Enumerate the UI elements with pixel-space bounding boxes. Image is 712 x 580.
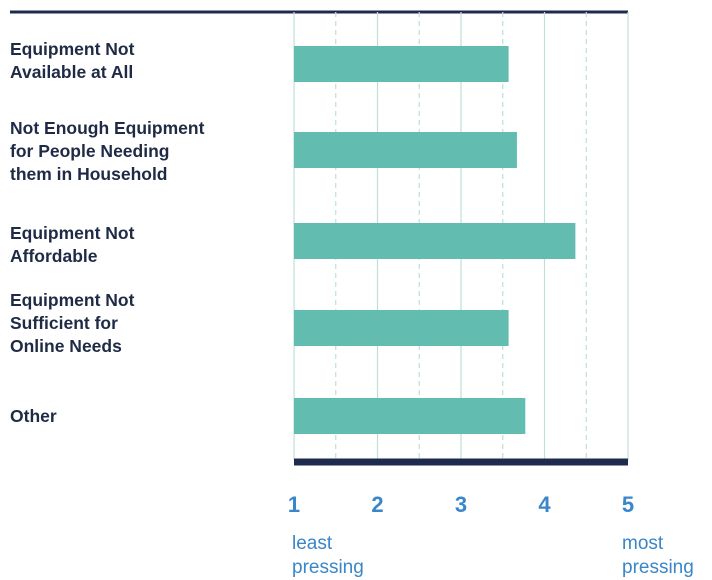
category-label: Equipment Not Sufficient for Online Needs <box>10 289 280 358</box>
tick-label-5: 5 <box>622 492 634 517</box>
category-label-line: Not Enough Equipment <box>10 118 205 138</box>
bar-1 <box>294 46 509 82</box>
category-label-line: Sufficient for <box>10 313 118 333</box>
high-end-label: most pressing <box>622 533 694 578</box>
category-label-line: Equipment Not <box>10 223 135 243</box>
category-label-line: Other <box>10 406 57 426</box>
bar-2 <box>294 132 517 168</box>
tick-label-4: 4 <box>538 492 551 517</box>
category-label: Other <box>10 405 280 428</box>
tick-label-1: 1 <box>288 492 300 517</box>
category-label: Not Enough Equipment for People Needing th… <box>10 117 280 186</box>
bar-3 <box>294 223 576 259</box>
category-label-line: for People Needing <box>10 141 170 161</box>
category-label-line: them in Household <box>10 164 168 184</box>
category-label-line: Affordable <box>10 246 98 266</box>
category-label: Equipment Not Available at All <box>10 38 280 84</box>
bar-5 <box>294 398 526 434</box>
tick-label-3: 3 <box>455 492 467 517</box>
bar-4 <box>294 310 509 346</box>
category-label-line: Online Needs <box>10 336 122 356</box>
low-end-label: least pressing <box>292 533 364 578</box>
category-label-line: Equipment Not <box>10 39 135 59</box>
category-label: Equipment Not Affordable <box>10 222 280 268</box>
category-label-line: Available at All <box>10 62 134 82</box>
tick-label-2: 2 <box>371 492 383 517</box>
category-label-line: Equipment Not <box>10 290 135 310</box>
